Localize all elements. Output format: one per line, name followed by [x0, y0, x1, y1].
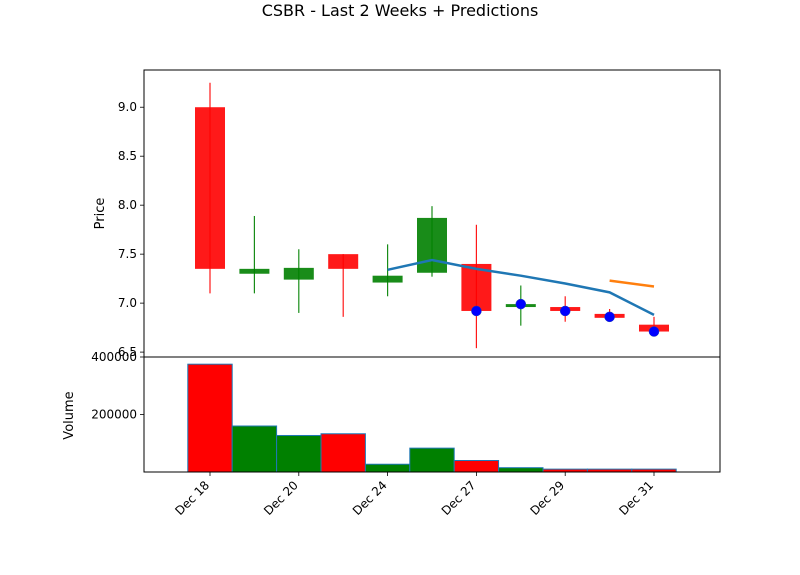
- candle-body: [195, 107, 225, 269]
- x-tick-label: Dec 20: [261, 478, 301, 518]
- volume-bar: [409, 447, 455, 473]
- volume-axis-label: Volume: [62, 391, 77, 439]
- volume-bar: [364, 463, 411, 473]
- volume-bar: [276, 434, 322, 473]
- price-y-tick-label: 7.0: [118, 296, 137, 310]
- price-axis-label: Price: [93, 198, 108, 230]
- chart-title: CSBR - Last 2 Weeks + Predictions: [262, 1, 539, 20]
- prediction-line: [387, 258, 655, 316]
- price-panel: 6.5 7.0 7.5 8.0 8.5 9.0: [118, 69, 721, 359]
- volume-bar: [187, 363, 233, 473]
- prediction-marker: [515, 298, 527, 310]
- volume-plot-frame: [143, 356, 721, 473]
- candle-body: [328, 254, 359, 269]
- candle-body: [372, 275, 403, 283]
- x-tick-label: Dec 31: [616, 478, 656, 518]
- volume-y-tick-label: 200000: [91, 408, 137, 422]
- price-y-tick-label: 8.0: [118, 198, 137, 212]
- candle-body: [283, 267, 314, 280]
- volume-bar: [231, 425, 278, 473]
- price-y-tick-label: 6.5: [118, 345, 137, 359]
- price-y-tick-label: 7.5: [118, 247, 137, 261]
- volume-panel: 200000 400000 Dec 18 Dec 20 Dec 24 Dec 27 Dec …: [91, 350, 721, 518]
- prediction-marker: [559, 305, 571, 317]
- prediction-alt-line: [609, 279, 655, 288]
- prediction-marker: [648, 326, 660, 337]
- volume-bar: [453, 460, 500, 473]
- x-tick-label: Dec 29: [528, 478, 568, 518]
- volume-bar: [498, 467, 544, 473]
- volume-y-tick-label: 400000: [91, 350, 137, 364]
- candle-body: [239, 268, 270, 274]
- candle-body: [417, 217, 447, 273]
- x-tick-label: Dec 18: [172, 478, 212, 518]
- x-tick-label: Dec 27: [439, 478, 479, 518]
- x-tick-label: Dec 24: [350, 478, 390, 518]
- prediction-marker: [604, 311, 615, 323]
- candle-body: [461, 263, 492, 311]
- prediction-marker: [471, 305, 482, 317]
- volume-bar: [320, 433, 366, 473]
- price-y-tick-label: 9.0: [118, 100, 137, 114]
- price-y-tick-label: 8.5: [118, 149, 137, 163]
